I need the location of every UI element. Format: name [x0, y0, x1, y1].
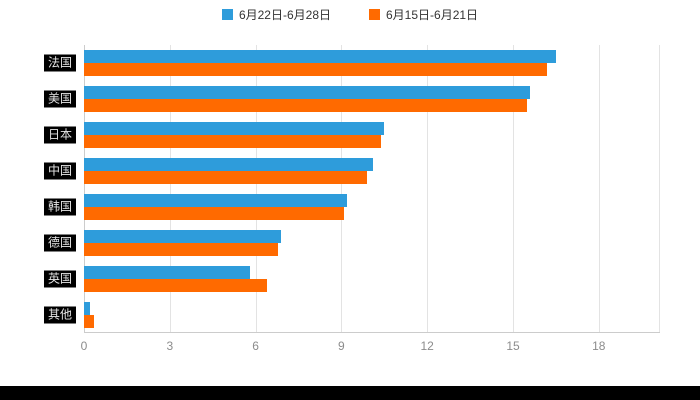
bar-series2-德国[interactable]: [84, 243, 279, 256]
gridline-x-18: [598, 45, 600, 332]
x-tick-label-18: 18: [592, 339, 606, 353]
legend-swatch-blue-icon: [221, 9, 233, 20]
bar-series1-法国[interactable]: [84, 50, 556, 63]
y-axis-label-法国: 法国: [43, 54, 76, 72]
bar-series2-韩国[interactable]: [84, 207, 345, 220]
bar-series2-美国[interactable]: [84, 99, 528, 112]
gridline-x-12: [427, 45, 429, 332]
gridline-x-15: [513, 45, 514, 332]
gridline-right-edge: [659, 45, 660, 332]
y-axis-label-日本: 日本: [43, 126, 76, 144]
bar-series1-韩国[interactable]: [84, 194, 348, 207]
bar-series1-英国[interactable]: [84, 266, 250, 279]
bar-series2-中国[interactable]: [84, 171, 368, 184]
x-tick-label-15: 15: [506, 339, 520, 353]
bar-series1-其他[interactable]: [84, 302, 90, 315]
bar-series2-英国[interactable]: [84, 279, 268, 292]
y-axis-label-美国: 美国: [43, 90, 76, 108]
x-tick-label-0: 0: [80, 339, 88, 353]
legend: 6月22日-6月28日 6月15日-6月21日: [0, 6, 700, 23]
gridline-x-3: [169, 45, 171, 332]
gridline-x-6: [255, 45, 257, 332]
legend-item-series2[interactable]: 6月15日-6月21日: [369, 6, 478, 23]
y-axis-label-其他: 其他: [43, 306, 76, 324]
y-axis-label-英国: 英国: [43, 270, 76, 288]
bar-series1-日本[interactable]: [84, 122, 385, 135]
legend-item-series1[interactable]: 6月22日-6月28日: [221, 6, 331, 23]
legend-label-series1: 6月22日-6月28日: [238, 8, 331, 22]
gridline-x-0: [84, 45, 85, 332]
bar-series2-法国[interactable]: [84, 63, 548, 76]
bar-series1-德国[interactable]: [84, 230, 282, 243]
x-tick-label-9: 9: [338, 339, 345, 353]
x-tick-label-12: 12: [420, 339, 434, 353]
legend-label-series2: 6月15日-6月21日: [386, 8, 479, 22]
legend-swatch-orange-icon: [369, 9, 380, 20]
x-tick-label-6: 6: [252, 339, 259, 353]
gridline-x-9: [341, 45, 343, 332]
x-tick-label-3: 3: [166, 339, 174, 353]
y-axis-labels: 法国美国日本中国韩国德国英国其他: [0, 45, 80, 333]
bar-series1-中国[interactable]: [84, 158, 373, 171]
y-axis-label-中国: 中国: [43, 162, 76, 180]
bar-series1-美国[interactable]: [84, 86, 531, 99]
plot-area: [84, 45, 660, 333]
bar-series2-其他[interactable]: [84, 315, 94, 328]
x-axis-ticks: 0 3 6 9 12 15 18: [80, 339, 660, 355]
bar-series2-日本[interactable]: [84, 135, 382, 148]
letterbox-bottom: [0, 386, 700, 400]
y-axis-label-韩国: 韩国: [43, 198, 76, 216]
y-axis-label-德国: 德国: [43, 234, 76, 252]
